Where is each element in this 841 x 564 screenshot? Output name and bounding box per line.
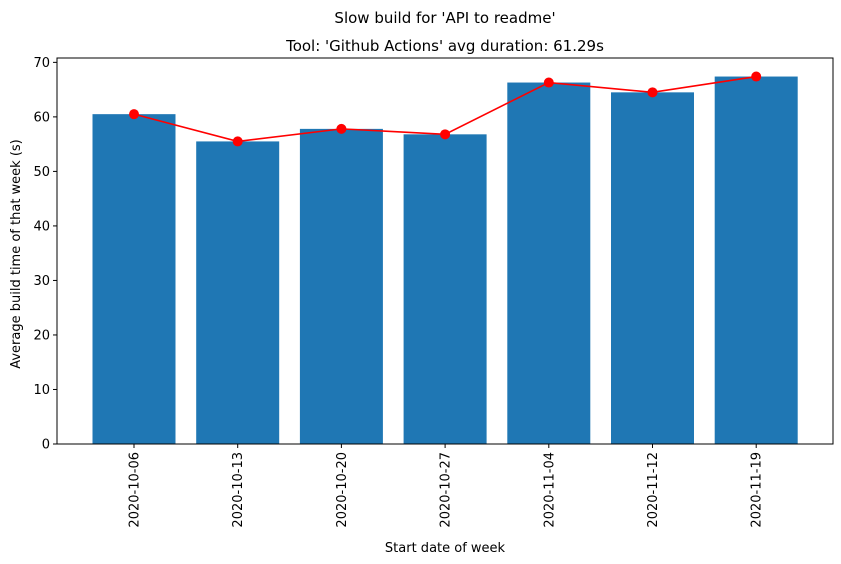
x-tick-label: 2020-10-27 [439,452,454,528]
line-point-2020-10-06 [129,109,139,120]
bars-layer [92,76,798,445]
x-tick-label: 2020-11-19 [750,452,765,528]
y-tick-label: 20 [33,328,50,343]
bar-2020-10-06 [92,114,176,444]
x-tick-label: 2020-11-12 [646,452,661,528]
x-axis: 2020-10-06 2020-10-13 2020-10-20 2020-10-27… [128,444,765,528]
line-point-2020-10-27 [440,129,451,140]
chart-subtitle: Tool: 'Github Actions' avg duration: 61.… [285,37,604,55]
x-axis-label: Start date of week [385,541,506,556]
x-tick-label: 2020-10-06 [128,452,143,528]
bar-2020-11-12 [611,92,694,444]
line-point-2020-10-20 [336,123,347,134]
y-tick-label: 10 [33,383,50,398]
plot-frame [56,57,834,445]
bar-2020-11-19 [714,76,798,445]
bar-2020-10-27 [403,134,487,444]
x-tick-label: 2020-10-13 [231,452,246,528]
y-tick-label: 30 [33,274,50,289]
line-point-2020-11-19 [751,71,762,82]
bar-2020-10-20 [299,128,383,444]
y-tick-label: 40 [33,219,50,234]
x-tick-label: 2020-11-04 [542,452,557,528]
x-tick-label: 2020-10-20 [335,452,350,528]
chart-title: Slow build for 'API to readme' [334,9,555,27]
y-axis-label: Average build time of that week (s) [9,139,24,369]
y-tick-label: 50 [33,165,50,180]
y-tick-label: 70 [33,56,50,71]
y-axis: 0 10 20 30 40 50 60 70 [33,56,57,453]
line-layer [129,71,762,147]
line-point-2020-10-13 [232,136,243,147]
y-tick-label: 0 [42,438,50,453]
line-point-2020-11-12 [647,87,658,98]
line-point-2020-11-04 [543,77,554,88]
bar-2020-10-13 [196,141,280,444]
bar-2020-11-04 [507,82,591,444]
y-tick-label: 60 [33,110,50,125]
